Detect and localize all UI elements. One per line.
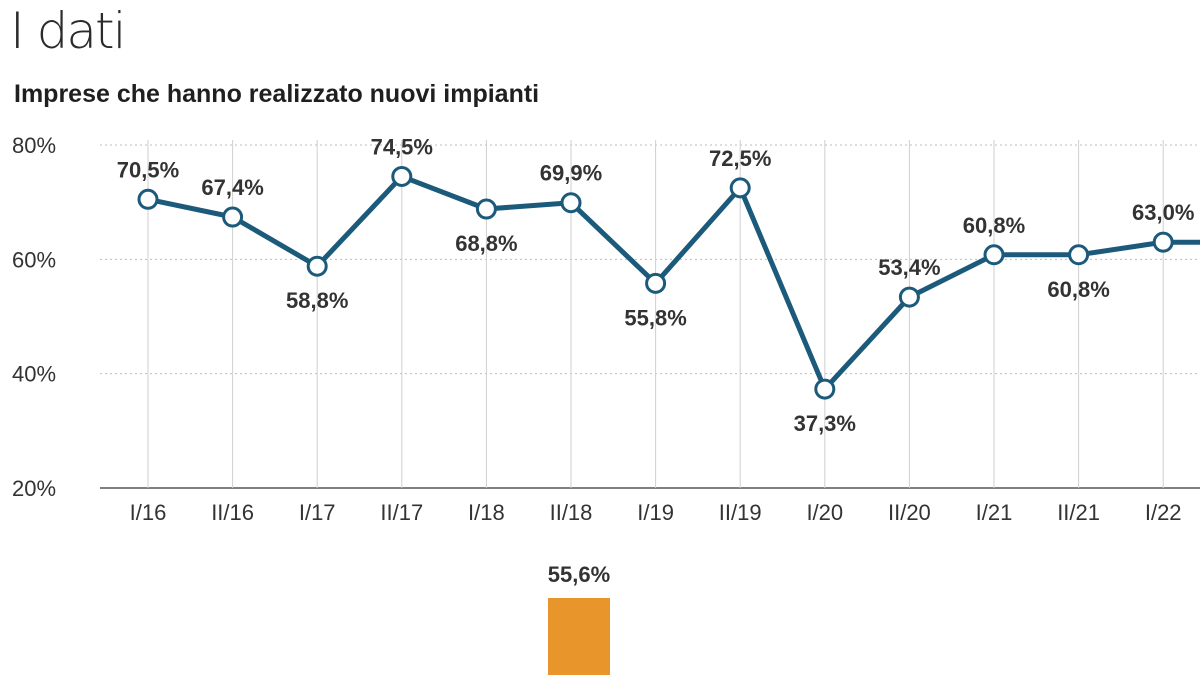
data-point xyxy=(729,177,751,199)
data-label: 68,8% xyxy=(455,231,517,256)
x-tick-label: I/21 xyxy=(976,500,1013,525)
data-points xyxy=(137,165,1174,400)
data-point xyxy=(222,206,244,228)
data-point xyxy=(898,286,920,308)
chart-subtitle: Imprese che hanno realizzato nuovi impia… xyxy=(14,80,540,108)
y-tick-label: 40% xyxy=(12,362,56,387)
section-title: I dati xyxy=(10,2,127,60)
x-tick-label: II/16 xyxy=(211,500,254,525)
x-axis-ticks: I/16 II/16 I/17 II/17 I/18 II/18 I/19 II/19 I/20… xyxy=(130,500,1182,525)
y-tick-label: 80% xyxy=(12,133,56,158)
x-tick-label: II/17 xyxy=(380,500,423,525)
data-label: 60,8% xyxy=(963,213,1025,238)
x-tick-label: II/19 xyxy=(719,500,762,525)
y-axis-ticks: 80% 60% 40% 20% xyxy=(12,133,56,501)
x-tick-label: I/17 xyxy=(299,500,336,525)
x-tick-label: I/19 xyxy=(637,500,674,525)
data-point xyxy=(306,255,328,277)
data-point xyxy=(983,244,1005,266)
y-tick-label: 60% xyxy=(12,247,56,272)
y-tick-label: 20% xyxy=(12,476,56,501)
data-point xyxy=(1068,244,1090,266)
data-label: 67,4% xyxy=(201,175,263,200)
data-point xyxy=(1152,231,1174,253)
bar-chart: 55,6% xyxy=(548,562,610,675)
data-point xyxy=(137,188,159,210)
x-tick-label: II/18 xyxy=(550,500,593,525)
data-label: 55,8% xyxy=(624,305,686,330)
data-labels: 70,5% 67,4% 58,8% 74,5% 68,8% 69,9% 55,8% 72,5%… xyxy=(117,134,1195,436)
data-label: 60,8% xyxy=(1047,277,1109,302)
series-line-layer xyxy=(145,173,1200,392)
x-tick-label: I/20 xyxy=(806,500,843,525)
data-label: 58,8% xyxy=(286,288,348,313)
data-label: 74,5% xyxy=(371,134,433,159)
data-label: 37,3% xyxy=(794,411,856,436)
data-label: 69,9% xyxy=(540,161,602,186)
data-label: 72,5% xyxy=(709,146,771,171)
series-line xyxy=(145,173,1200,392)
bar xyxy=(548,598,610,675)
x-tick-label: II/20 xyxy=(888,500,931,525)
x-tick-label: I/22 xyxy=(1145,500,1182,525)
data-point xyxy=(391,165,413,187)
x-tick-label: I/18 xyxy=(468,500,505,525)
data-label: 70,5% xyxy=(117,157,179,182)
bar-label: 55,6% xyxy=(548,562,610,587)
data-point xyxy=(560,192,582,214)
x-tick-label: II/21 xyxy=(1057,500,1100,525)
data-label: 63,0% xyxy=(1132,200,1194,225)
data-point xyxy=(645,272,667,294)
data-point xyxy=(814,378,836,400)
data-point xyxy=(475,198,497,220)
x-tick-label: I/16 xyxy=(130,500,167,525)
data-label: 53,4% xyxy=(878,255,940,280)
